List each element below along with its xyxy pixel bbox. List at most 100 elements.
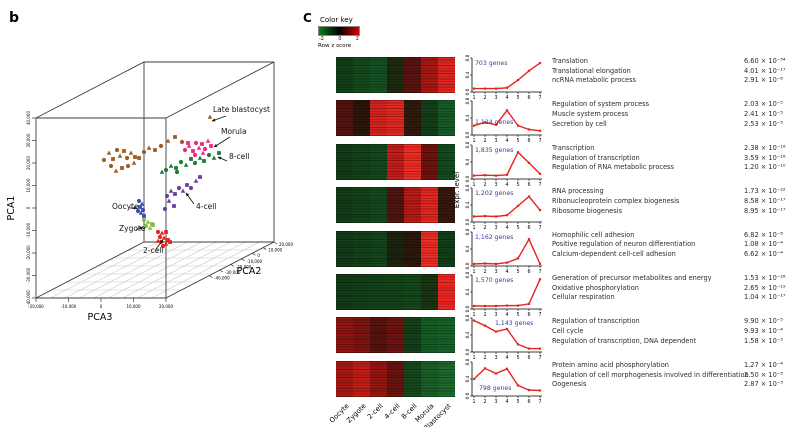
heatmap-cell [404,143,421,180]
heatmap-cell [438,230,455,267]
pca2-tick-label: 10,000 [268,248,282,253]
profile-x-tick: 1 [472,138,475,144]
profile-x-tick: 4 [505,138,508,144]
heatmap-strips [336,57,455,397]
heatmap-color-key: Color key -2 0 2 Row z score [318,16,360,49]
go-term: Homophilic cell adhesion [552,230,635,239]
heatmap-cell [404,187,421,224]
heatmap-cell [421,143,438,180]
heatmap-cell [353,317,370,354]
heatmap-cell [387,100,404,137]
profile-gene-count: 1,143 genes [495,320,533,327]
heatmap-cell [404,317,421,354]
go-term: Regulation of transcription [552,317,640,326]
profile-x-tick: 2 [483,312,486,318]
profile-x-tick: 7 [538,269,541,275]
heatmap-cell [387,274,404,310]
pca2-tick-label: -20,000 [236,264,252,269]
go-pvalue: 2.50 × 10⁻³ [744,370,783,379]
go-term: Transcription [552,143,595,152]
heatmap-gene-striping [336,100,455,137]
pca-cluster-2-cell [155,229,172,249]
profile-x-tick: 5 [516,138,519,144]
profile-x-tick: 1 [472,95,475,101]
profile-y-tick: 0.0 [465,305,471,312]
go-term: Translation [552,57,588,65]
profile-x-tick: 7 [538,399,541,405]
go-term: Ribosome biogenesis [552,206,622,215]
profile-y-tick: 0.8 [465,359,471,365]
heatmap-cell [370,317,387,354]
heatmap-cell [438,317,455,354]
heatmap-cell [336,143,353,180]
heatmap-cell [438,360,455,397]
heatmap-row [336,274,455,310]
heatmap-cell [387,360,404,397]
pca-floor-grid [35,241,275,299]
heatmap-cell [438,274,455,310]
profile-x-tick: 7 [538,95,541,101]
profile-x-tick: 2 [483,399,486,405]
profile-x-tick: 5 [516,95,519,101]
profile-x-tick: 4 [505,269,508,275]
heatmap-gene-striping [336,187,455,224]
expression-profile-chart: 0.00.40.81 2 3 4 5 6 71,835 genes [465,142,542,188]
go-term: Ribonucleoprotein complex biogenesis [552,196,680,205]
profile-y-tick: 0.0 [465,175,471,182]
pca3-axis-label: PCA3 [88,312,113,323]
go-term: Positive regulation of neuron differenti… [552,240,696,249]
expression-profile-chart: 0.00.40.81 2 3 4 5 6 71,162 genes [465,229,542,275]
profile-y-tick: 0.8 [465,272,471,278]
heatmap-cell [387,230,404,267]
profile-x-tick: 7 [538,225,541,231]
profile-x-tick: 1 [472,269,475,275]
heatmap-cell [387,143,404,180]
profile-x-tick: 2 [483,182,486,188]
heatmap-row [336,57,455,93]
profile-x-tick: 7 [538,138,541,144]
profile-x-tick: 3 [494,355,497,361]
heatmap-cell [438,100,455,137]
profile-y-tick: 0.0 [465,219,471,226]
profile-x-tick: 1 [472,355,475,361]
expression-profile-chart: 0.00.40.81 2 3 4 5 6 71,570 genes [465,272,542,318]
heatmap-cell [370,100,387,137]
profile-x-tick: 7 [538,355,541,361]
heatmap-cell [370,230,387,267]
pca-3d-scatter-plot: 40,00030,00020,00010,0000-10,000-20,000-… [6,61,293,323]
pca3-tick-label: 10,000 [127,304,141,309]
heatmap-cell [353,187,370,224]
go-pvalue: 1.73 × 10⁻²² [744,187,786,196]
profile-x-tick: 1 [472,312,475,318]
pca-cluster-oocyte [135,198,146,218]
profile-y-tick: 0.8 [465,142,471,148]
pca2-tick-label: -10,000 [247,259,263,264]
profile-x-tick: 1 [472,399,475,405]
heatmap-cell [421,274,438,310]
heatmap-cell [336,360,353,397]
heatmap-cell [370,274,387,310]
go-pvalue: 1.27 × 10⁻⁴ [744,360,783,369]
pca2-axis-label: PCA2 [237,266,262,277]
panel-b-label: b [9,10,20,26]
heatmap-gene-striping [336,360,455,397]
heatmap-row [336,230,455,267]
go-term: Regulation of cell morphogenesis involve… [552,370,749,379]
profile-x-tick: 6 [527,312,530,318]
heatmap-cell [438,143,455,180]
pca-cluster-label: Morula [221,127,247,136]
profile-x-tick: 4 [505,399,508,405]
profile-y-tick: 0.4 [465,202,471,209]
go-pvalue: 1.58 × 10⁻³ [744,336,783,345]
profile-x-tick: 6 [527,399,530,405]
expression-profile-chart: 0.00.40.81 2 3 4 5 6 71,124 genes [465,98,542,144]
profile-y-tick: 0.8 [465,98,471,104]
go-pvalue: 6.60 × 10⁻³⁴ [744,57,786,65]
heatmap-cell [421,230,438,267]
heatmap-cell [387,187,404,224]
profile-x-tick: 6 [527,182,530,188]
profile-y-tick: 0.0 [465,349,471,356]
go-term: Muscle system process [552,110,629,119]
heatmap-cell [336,100,353,137]
